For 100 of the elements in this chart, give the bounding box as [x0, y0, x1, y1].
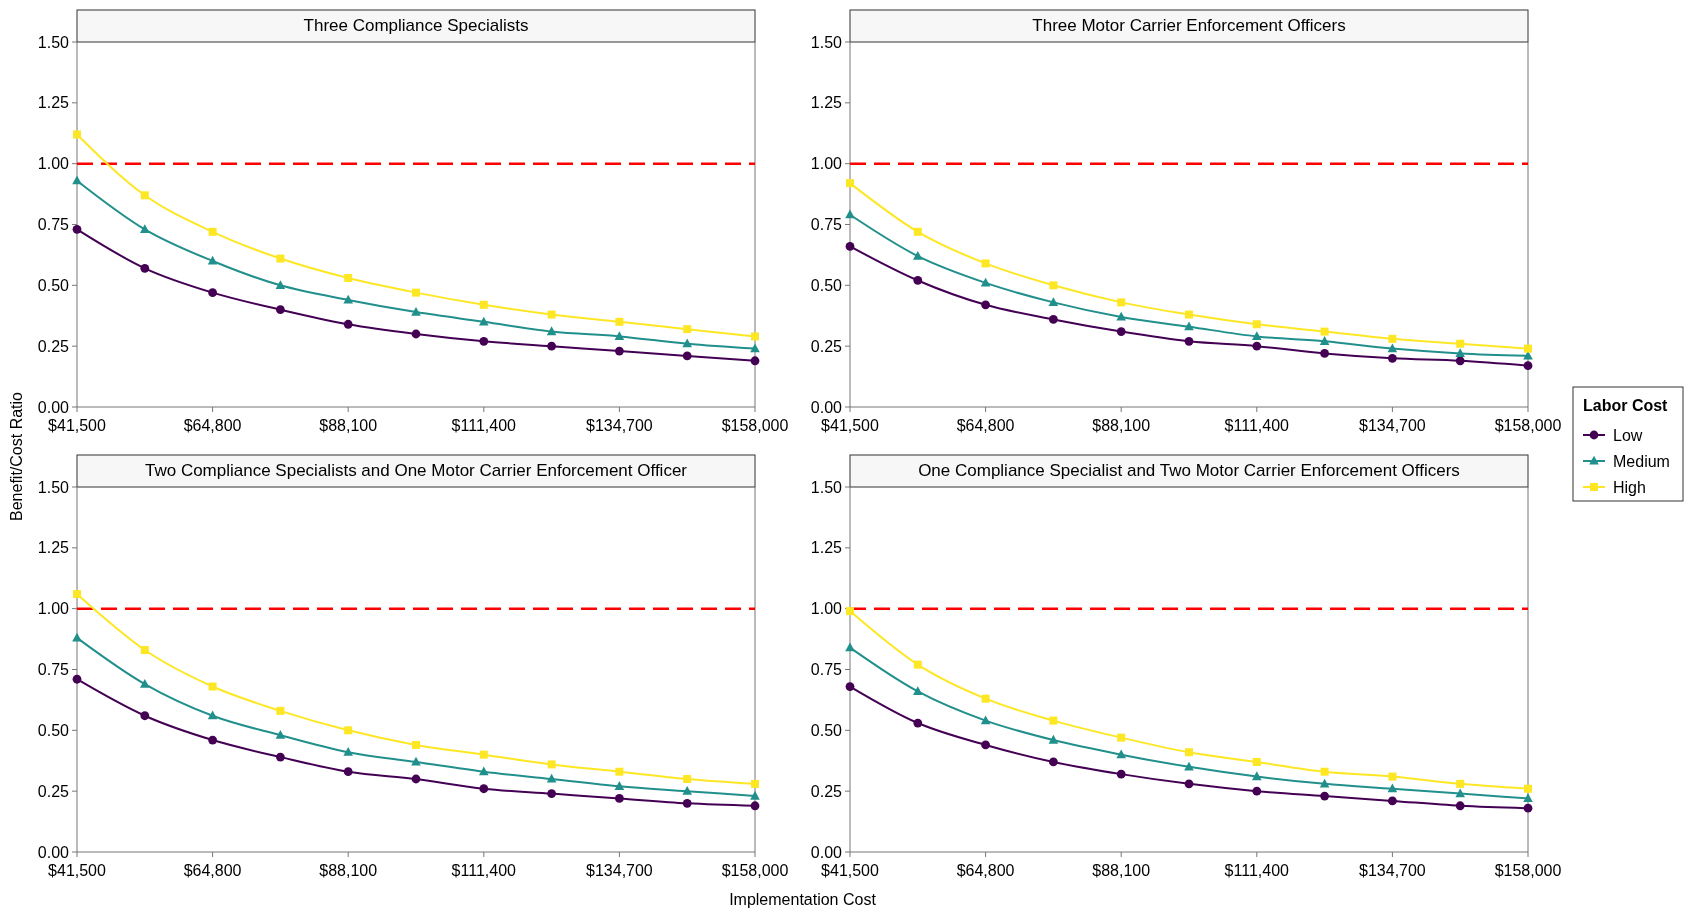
point — [750, 801, 760, 811]
y-tick-label: 0.75 — [37, 216, 70, 234]
point — [1252, 341, 1262, 351]
point — [981, 694, 990, 703]
point — [72, 175, 82, 185]
point — [344, 274, 353, 283]
point — [1320, 791, 1329, 801]
point — [276, 752, 285, 762]
point — [981, 300, 990, 310]
point — [275, 730, 286, 739]
point — [73, 590, 81, 599]
point — [72, 674, 82, 684]
point — [1320, 327, 1329, 336]
point — [1049, 757, 1058, 767]
point — [140, 224, 150, 233]
y-tick-label: 1.50 — [810, 478, 843, 496]
legend-label: Low — [1613, 426, 1643, 444]
x-tick-label: $88,100 — [319, 417, 378, 434]
y-tick-label: 0.25 — [810, 782, 843, 800]
point — [479, 316, 489, 326]
point — [343, 294, 353, 304]
chart-title: Two Compliance Specialists and One Motor Carrier Enforcement Officer — [144, 461, 688, 480]
point — [1116, 311, 1126, 321]
x-tick-label: $41,500 — [821, 862, 880, 879]
point — [1252, 771, 1262, 781]
y-tick-label: 0.50 — [810, 721, 843, 739]
point — [614, 331, 625, 341]
point — [276, 305, 285, 315]
chart-title: One Compliance Specialist and Two Motor Carrier Enforcement Officers — [918, 461, 1460, 480]
point — [615, 317, 624, 326]
point — [72, 224, 82, 234]
point — [1387, 783, 1398, 793]
x-tick-label: $111,400 — [1224, 862, 1290, 879]
point — [1523, 361, 1533, 371]
point — [980, 715, 991, 725]
x-tick-label: $88,100 — [1092, 417, 1151, 434]
x-tick-label: $111,400 — [451, 417, 517, 434]
point — [1319, 778, 1330, 788]
point — [412, 740, 420, 749]
point — [751, 332, 759, 341]
y-tick-label: 0.25 — [810, 337, 843, 355]
y-tick-label: 1.00 — [810, 600, 843, 618]
x-tick-label: $41,500 — [48, 417, 107, 434]
point — [1049, 716, 1058, 725]
point — [1456, 339, 1465, 348]
point — [1455, 788, 1465, 798]
x-tick-label: $64,800 — [183, 862, 242, 879]
x-tick-label: $64,800 — [956, 417, 1015, 434]
point — [140, 711, 150, 721]
x-tick-label: $158,000 — [1494, 417, 1562, 434]
point — [913, 660, 922, 669]
point — [140, 263, 150, 273]
point — [980, 277, 991, 287]
point — [913, 686, 923, 695]
point — [411, 774, 421, 784]
legend-label: High — [1613, 478, 1646, 496]
point — [1320, 349, 1329, 358]
point — [208, 682, 217, 691]
point — [1252, 786, 1262, 796]
x-tick-label: $158,000 — [721, 417, 789, 434]
point — [343, 319, 353, 329]
point — [1455, 348, 1465, 358]
point — [913, 250, 923, 260]
point — [208, 227, 217, 236]
y-tick-label: 1.25 — [810, 539, 843, 557]
legend-label: Medium — [1613, 452, 1670, 470]
point — [615, 767, 624, 776]
point — [1319, 336, 1330, 345]
point — [547, 789, 556, 798]
point — [276, 254, 285, 263]
y-tick-label: 0.25 — [37, 337, 70, 355]
y-tick-label: 0.75 — [810, 661, 843, 679]
point — [1117, 733, 1126, 742]
point — [1116, 749, 1126, 759]
point — [546, 773, 557, 783]
point — [614, 781, 625, 790]
point — [1455, 356, 1465, 366]
x-tick-label: $134,700 — [586, 417, 653, 434]
x-tick-label: $64,800 — [183, 417, 242, 434]
point — [682, 798, 692, 808]
point — [615, 346, 624, 356]
point — [682, 338, 692, 348]
x-tick-label: $41,500 — [821, 417, 880, 434]
point — [479, 784, 489, 794]
point — [411, 329, 421, 339]
point — [479, 336, 489, 346]
y-tick-label: 1.00 — [810, 155, 843, 173]
point — [913, 718, 923, 728]
point — [1455, 801, 1465, 811]
point — [1320, 767, 1329, 776]
point — [140, 678, 150, 688]
point — [1252, 320, 1261, 329]
point — [1387, 343, 1398, 353]
point — [845, 682, 855, 691]
point — [208, 288, 217, 298]
x-tick-label: $134,700 — [1359, 417, 1426, 434]
x-tick-label: $111,400 — [451, 862, 517, 879]
point — [1184, 779, 1194, 789]
point — [846, 179, 854, 188]
y-tick-label: 1.00 — [37, 155, 70, 173]
